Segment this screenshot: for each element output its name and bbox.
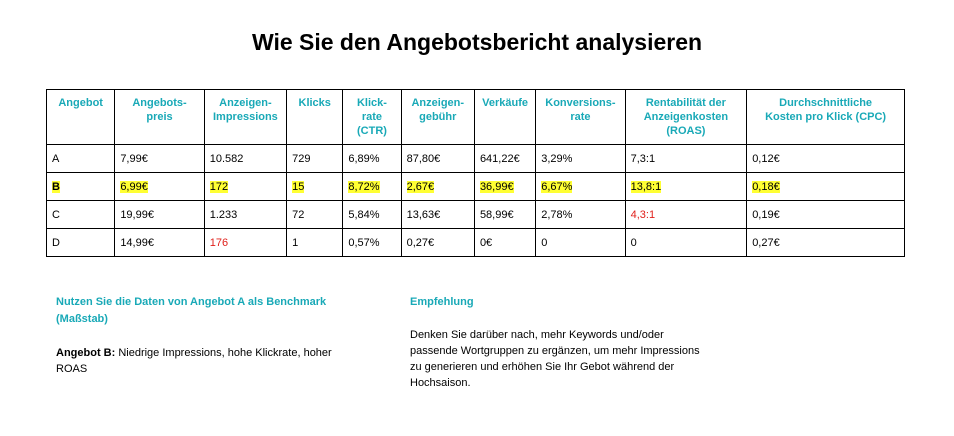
cell-roas: 0 bbox=[624, 228, 748, 257]
header-roas: Rentabilität der Anzeigenkosten (ROAS) bbox=[624, 89, 748, 145]
cell-conversion-rate: 3,29% bbox=[535, 144, 626, 173]
cell-cpc: 0,27€ bbox=[746, 228, 905, 257]
table-row-highlighted: B 6,99€ 172 15 8,72% 2,67€ 36,99€ 6,67% … bbox=[45, 172, 905, 201]
highlighted-value: 6,67% bbox=[541, 180, 573, 193]
cell-ctr: 8,72% bbox=[342, 172, 402, 201]
offer-report-table: Angebot Angebots-preis Anzeigen- Impressi… bbox=[45, 89, 905, 257]
cell-sales: 36,99€ bbox=[473, 172, 537, 201]
benchmark-text: Angebot B: Niedrige Impressions, hohe Kl… bbox=[56, 345, 356, 377]
highlighted-value: 8,72% bbox=[348, 180, 380, 193]
cell-cpc: 0,18€ bbox=[746, 172, 905, 201]
highlighted-value: 36,99€ bbox=[479, 180, 514, 193]
table-row: A 7,99€ 10.582 729 6,89% 87,80€ 641,22€ … bbox=[45, 144, 905, 173]
table-header-row: Angebot Angebots-preis Anzeigen- Impressi… bbox=[45, 89, 905, 145]
cell-sales: 0€ bbox=[473, 228, 537, 257]
cell-price: 14,99€ bbox=[114, 228, 205, 257]
header-ad-fee: Anzeigen-gebühr bbox=[400, 89, 475, 145]
cell-cpc: 0,19€ bbox=[746, 200, 905, 229]
table-row: C 19,99€ 1.233 72 5,84% 13,63€ 58,99€ 2,… bbox=[45, 200, 905, 229]
recommendation-text: Denken Sie darüber nach, mehr Keywords u… bbox=[410, 329, 700, 389]
header-conversion-rate: Konversions-rate bbox=[535, 89, 626, 145]
cell-offer: D bbox=[45, 228, 116, 257]
header-impressions: Anzeigen- Impressions bbox=[203, 89, 288, 145]
highlighted-value: 2,67€ bbox=[406, 180, 435, 193]
cell-ad-fee: 13,63€ bbox=[400, 200, 475, 229]
highlighted-value: 0,18€ bbox=[752, 180, 780, 193]
cell-price: 19,99€ bbox=[114, 200, 205, 229]
cell-impressions: 10.582 bbox=[203, 144, 288, 173]
benchmark-heading: Nutzen Sie die Daten von Angebot A als B… bbox=[56, 296, 327, 325]
cell-offer: C bbox=[45, 200, 116, 229]
cell-offer: B bbox=[45, 172, 116, 201]
cell-clicks: 15 bbox=[286, 172, 344, 201]
cell-conversion-rate: 0 bbox=[535, 228, 626, 257]
cell-clicks: 729 bbox=[286, 144, 344, 173]
cell-ad-fee: 2,67€ bbox=[400, 172, 475, 201]
table-row: D 14,99€ 176 1 0,57% 0,27€ 0€ 0 0 0,27€ bbox=[45, 228, 905, 257]
cell-ad-fee: 0,27€ bbox=[400, 228, 475, 257]
cell-roas: 7,3:1 bbox=[624, 144, 748, 173]
highlighted-value: 15 bbox=[292, 180, 305, 193]
cell-roas-alert: 4,3:1 bbox=[624, 200, 748, 229]
cell-roas: 13,8:1 bbox=[624, 172, 748, 201]
header-offer: Angebot bbox=[45, 89, 116, 145]
cell-clicks: 1 bbox=[286, 228, 344, 257]
cell-impressions: 1.233 bbox=[203, 200, 288, 229]
header-sales: Verkäufe bbox=[473, 89, 537, 145]
cell-offer: A bbox=[45, 144, 116, 173]
highlighted-value: B bbox=[52, 180, 60, 193]
benchmark-description: Niedrige Impressions, hohe Klickrate, ho… bbox=[56, 347, 332, 375]
highlighted-value: 6,99€ bbox=[120, 180, 148, 193]
highlighted-value: 13,8:1 bbox=[630, 180, 662, 193]
cell-clicks: 72 bbox=[286, 200, 344, 229]
cell-impressions: 172 bbox=[203, 172, 288, 201]
cell-ctr: 0,57% bbox=[342, 228, 402, 257]
cell-sales: 58,99€ bbox=[473, 200, 537, 229]
cell-conversion-rate: 2,78% bbox=[535, 200, 626, 229]
header-ctr: Klick-rate (CTR) bbox=[342, 89, 402, 145]
header-price: Angebots-preis bbox=[114, 89, 205, 145]
cell-ctr: 6,89% bbox=[342, 144, 402, 173]
highlighted-value: 172 bbox=[209, 180, 229, 193]
cell-ad-fee: 87,80€ bbox=[400, 144, 475, 173]
cell-price: 6,99€ bbox=[114, 172, 205, 201]
page-title: Wie Sie den Angebotsbericht analysieren bbox=[251, 29, 703, 55]
header-clicks: Klicks bbox=[286, 89, 344, 145]
cell-sales: 641,22€ bbox=[473, 144, 537, 173]
cell-impressions-alert: 176 bbox=[203, 228, 288, 257]
cell-cpc: 0,12€ bbox=[746, 144, 905, 173]
recommendation-heading: Empfehlung bbox=[410, 296, 474, 308]
header-cpc: Durchschnittliche Kosten pro Klick (CPC) bbox=[746, 89, 905, 145]
cell-ctr: 5,84% bbox=[342, 200, 402, 229]
cell-price: 7,99€ bbox=[114, 144, 205, 173]
benchmark-label: Angebot B: bbox=[56, 347, 116, 359]
cell-conversion-rate: 6,67% bbox=[535, 172, 626, 201]
